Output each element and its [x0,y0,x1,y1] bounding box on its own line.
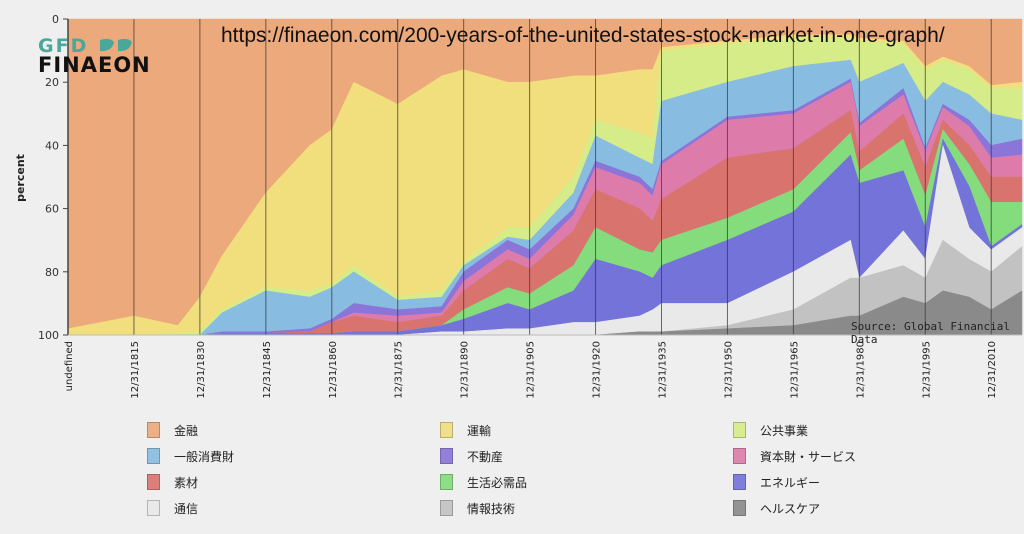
y-tick-label: 0 [52,13,59,26]
y-tick-label: 20 [45,76,59,89]
legend-item[interactable]: 通信 [147,498,198,518]
legend-item[interactable]: 生活必需品 [440,472,527,492]
legend-label: 通信 [174,501,199,516]
y-tick-label: 100 [38,329,59,342]
x-tick-label: undefined [64,341,75,391]
legend-swatch [733,474,746,490]
legend-swatch [440,474,453,490]
legend-swatch [440,448,453,464]
leaf-icon [100,38,132,52]
x-tick-label: 12/31/1995 [921,341,932,399]
legend-swatch [733,500,746,516]
y-tick-label: 80 [45,266,59,279]
x-tick-label: 12/31/1965 [789,341,800,399]
legend-item[interactable]: 運輸 [440,420,491,440]
y-tick-label: 60 [45,203,59,216]
legend-label: 金融 [174,423,199,438]
legend-label: ヘルスケア [760,501,821,516]
legend-label: 情報技術 [467,501,516,516]
x-tick-label: 12/31/1980 [855,341,866,399]
legend-item[interactable]: 公共事業 [733,420,808,440]
legend-label: 運輸 [467,423,492,438]
legend-item[interactable]: 不動産 [440,446,503,466]
legend-item[interactable]: 素材 [147,472,198,492]
legend-item[interactable]: エネルギー [733,472,820,492]
logo-gfd-text: GFD [38,36,88,57]
legend-label: 公共事業 [760,423,809,438]
legend-swatch [147,474,160,490]
y-axis-label: percent [14,154,27,202]
logo-finaeon-text: FINAEON [38,53,151,76]
stacked-area-chart: undefined 12/31/1815 12/31/1830 12/31/1845 1… [14,13,1023,399]
vertical-gridlines [133,19,992,335]
x-tick-label: 12/31/1905 [526,341,537,399]
x-tick-label: 12/31/1830 [196,341,207,399]
legend-swatch [440,500,453,516]
x-tick-label: 12/31/1875 [394,341,405,399]
x-tick-label: 12/31/2010 [987,341,998,399]
axes: undefined 12/31/1815 12/31/1830 12/31/1845 1… [38,13,1022,399]
legend-label: 素材 [174,475,199,490]
legend-label: 生活必需品 [467,475,528,490]
x-tick-label: 12/31/1860 [328,341,339,399]
gfd-finaeon-logo: GFD FINAEON [38,35,178,77]
source-url-text: https://finaeon.com/200-years-of-the-uni… [221,24,945,47]
legend-label: エネルギー [760,475,821,490]
legend-label: 不動産 [467,449,504,464]
legend-label: 一般消費財 [174,449,235,464]
legend-item[interactable]: ヘルスケア [733,498,820,518]
x-tick-label: 12/31/1950 [723,341,734,399]
legend-label: 資本財・サービス [760,449,857,464]
legend-swatch [733,448,746,464]
legend-swatch [147,448,160,464]
source-caption: Source: Global Financial Data [851,320,1010,346]
legend-swatch [440,422,453,438]
legend-swatch [147,422,160,438]
legend-item[interactable]: 一般消費財 [147,446,234,466]
x-tick-label: 12/31/1935 [658,341,669,399]
legend-swatch [733,422,746,438]
y-tick-label: 40 [45,139,59,152]
legend-item[interactable]: 資本財・サービス [733,446,856,466]
legend-item[interactable]: 金融 [147,420,198,440]
legend-swatch [147,500,160,516]
legend: 金融 運輸 公共事業一般消費財 不動産 資本財・サービス素材 生活必需品 エネルギー通信 情報… [0,420,1024,530]
x-tick-label: 12/31/1920 [592,341,603,399]
x-tick-label: 12/31/1815 [130,341,141,399]
area-layers [67,18,1023,336]
x-tick-label: 12/31/1845 [262,341,273,399]
legend-item[interactable]: 情報技術 [440,498,515,518]
x-tick-label: 12/31/1890 [460,341,471,399]
